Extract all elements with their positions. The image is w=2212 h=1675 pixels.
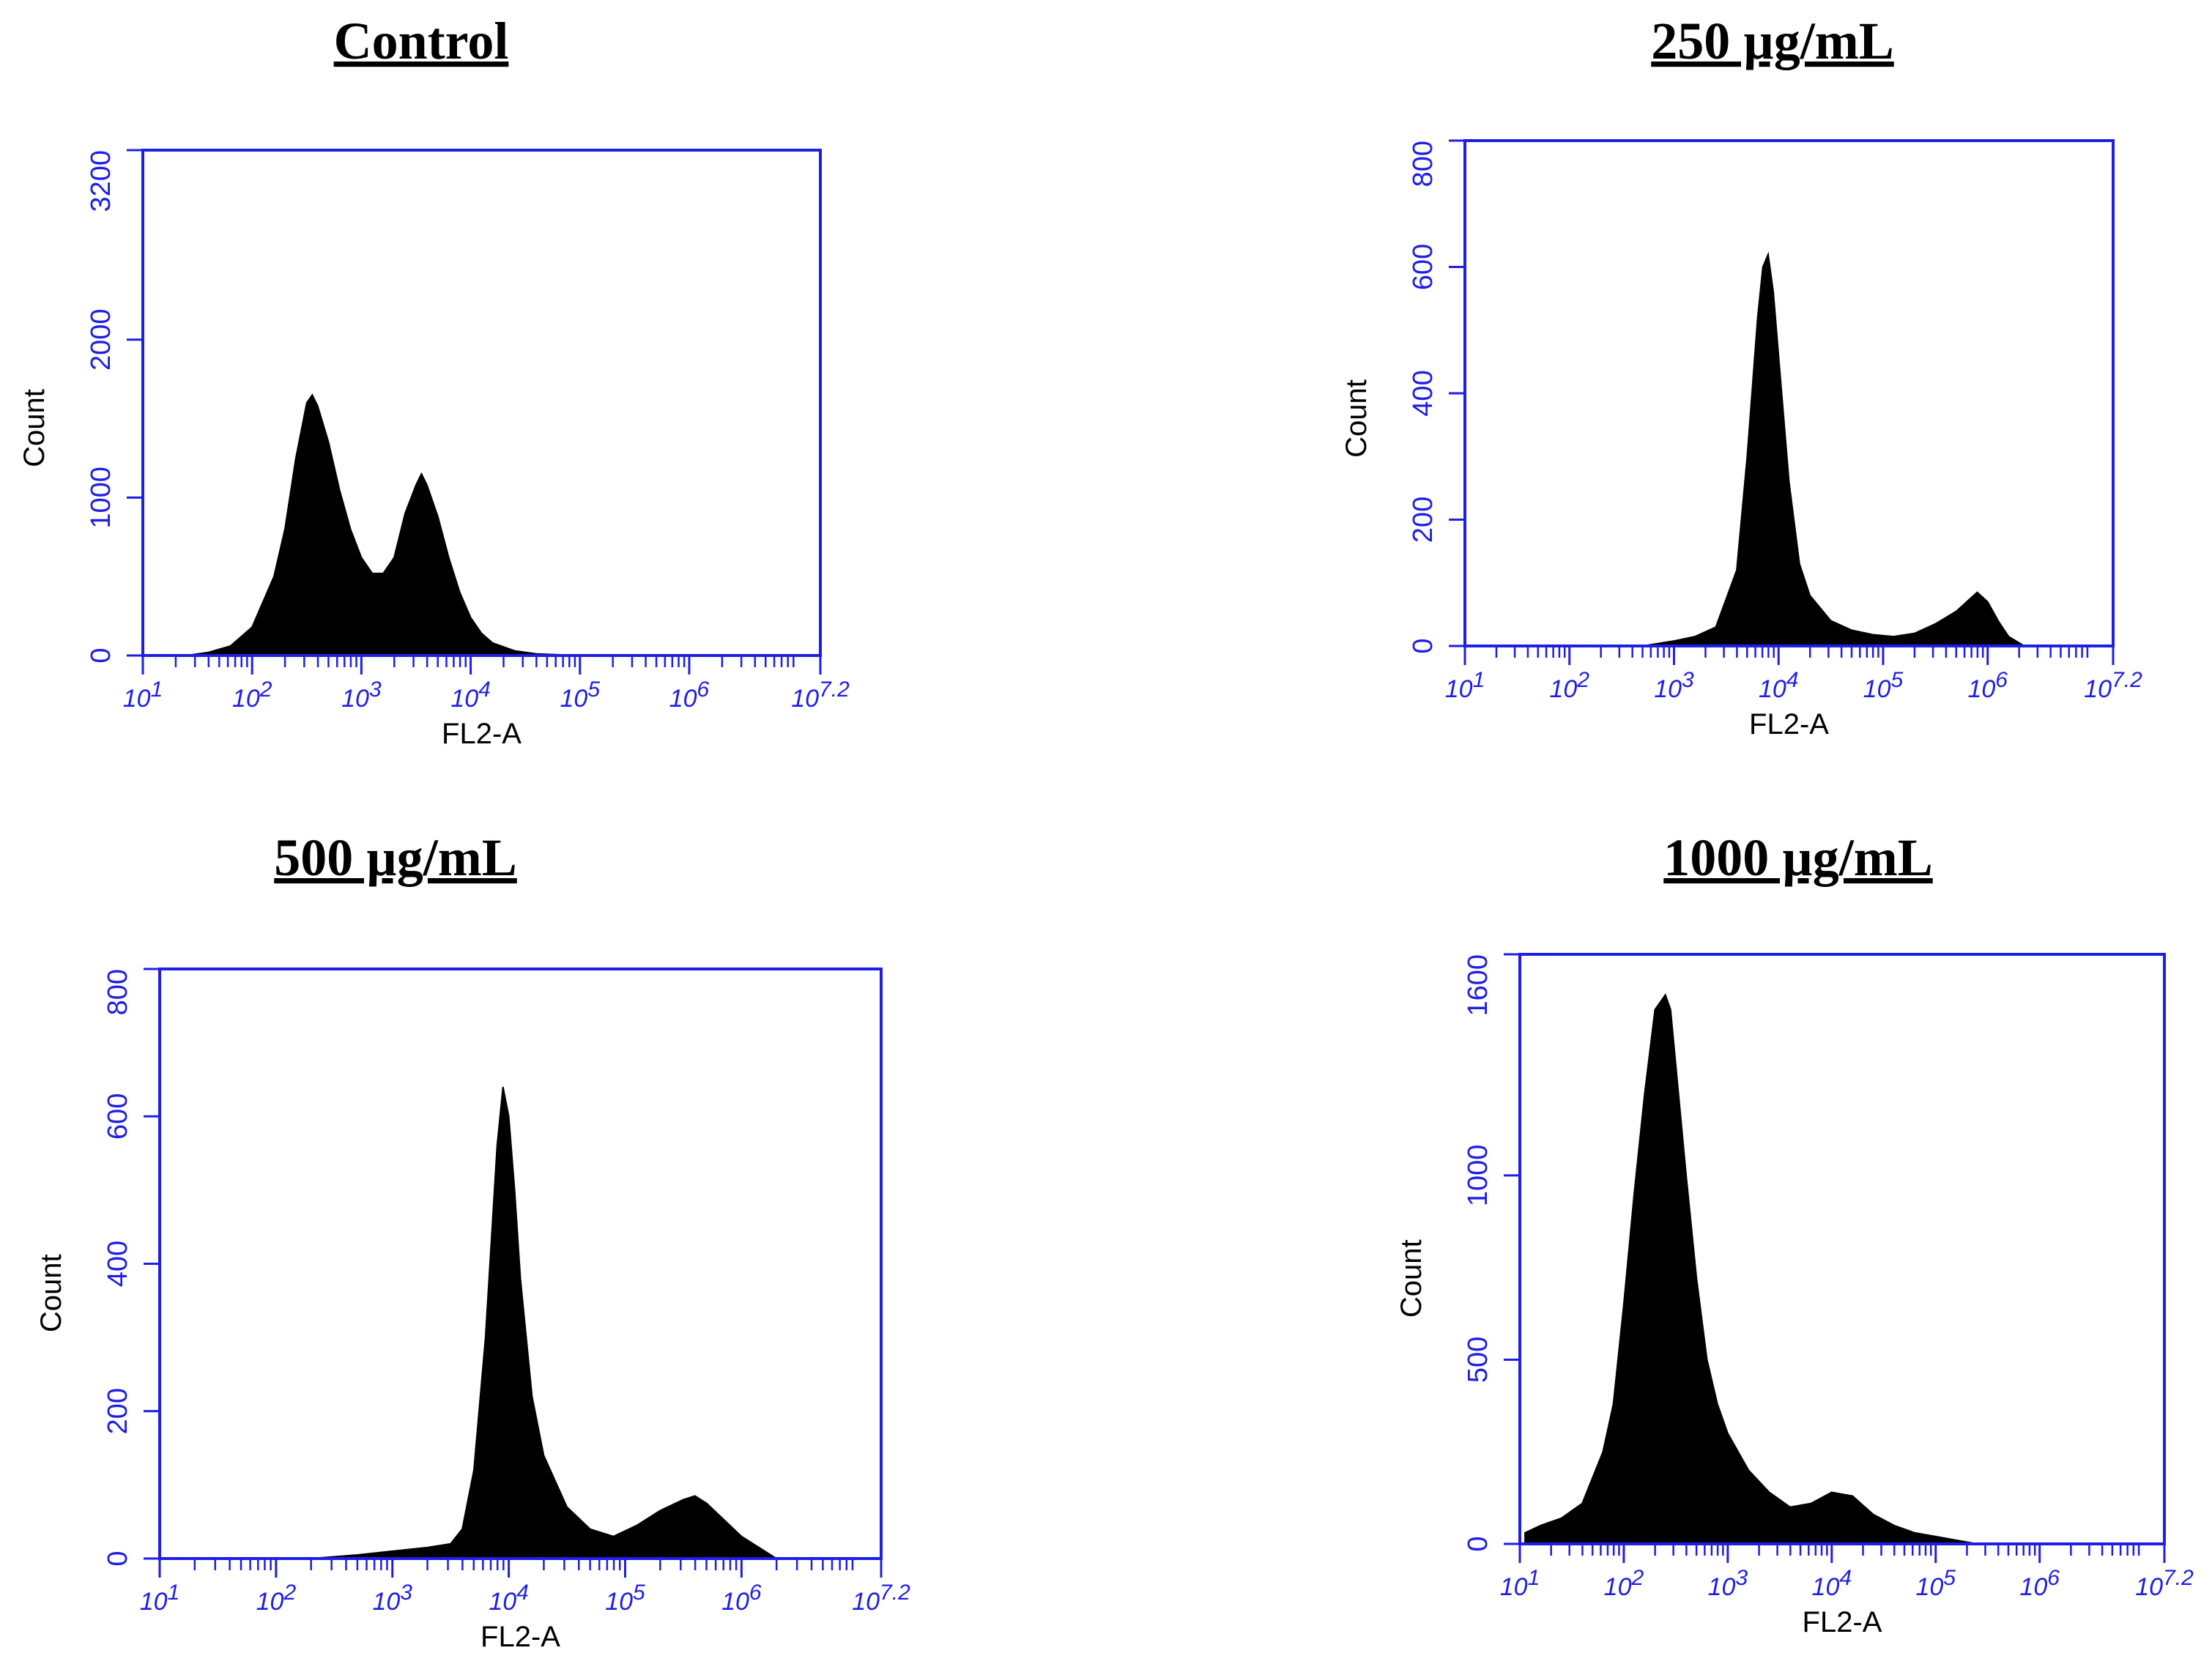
- x-tick-label: 104: [1812, 1566, 1852, 1601]
- plot-frame: [1518, 953, 2166, 1545]
- x-tick-label: 102: [1604, 1566, 1644, 1601]
- y-axis-label: Count: [35, 1254, 67, 1332]
- y-tick-label: 3200: [86, 150, 116, 212]
- x-tick-label: 101: [1500, 1566, 1540, 1601]
- panel-title: 1000 µg/mL: [1663, 828, 1933, 887]
- x-tick-label: 107.2: [2084, 668, 2142, 703]
- x-tick-label: 105: [560, 677, 601, 713]
- panel-title: 500 µg/mL: [274, 828, 517, 887]
- histogram-panel-3: 500 µg/mL 0 200 400 600 800 101 102 103 104 105 106…: [35, 828, 910, 1653]
- y-tick-label: 400: [1408, 370, 1439, 416]
- y-axis-label: Count: [18, 389, 51, 467]
- x-tick-label: 103: [341, 677, 382, 713]
- y-tick-label: 600: [1408, 244, 1439, 290]
- histogram-panel-1: Control 0 1000 2000 3200 101 102 103 104 105 106 10…: [18, 12, 850, 750]
- histogram-area: [1524, 993, 1978, 1545]
- y-tick-label: 200: [103, 1388, 133, 1434]
- histogram-panel-4: 1000 µg/mL 0 500 1000 1600 101 102 103 104 105 106…: [1395, 828, 2194, 1638]
- histogram-area: [311, 1086, 779, 1559]
- x-axis-label: FL2-A: [480, 1621, 560, 1653]
- y-tick-label: 200: [1408, 497, 1439, 543]
- plot-frame: [141, 149, 822, 657]
- x-tick-label: 102: [1549, 668, 1589, 703]
- x-axis-label: FL2-A: [1803, 1606, 1882, 1638]
- histogram-area: [186, 393, 602, 656]
- y-axis-label: Count: [1395, 1239, 1428, 1318]
- x-tick-label: 105: [1863, 668, 1904, 703]
- y-tick-label: 2000: [86, 308, 116, 371]
- x-tick-label: 103: [372, 1581, 412, 1616]
- histogram-panel-2: 250 µg/mL 0 200 400 600 800 101 102 103 104 105 106…: [1340, 12, 2142, 740]
- y-tick-label: 1000: [86, 467, 116, 529]
- x-tick-label: 106: [669, 677, 710, 713]
- x-tick-label: 101: [140, 1581, 180, 1616]
- x-axis-label: FL2-A: [442, 718, 522, 750]
- x-tick-label: 104: [489, 1581, 529, 1616]
- panel-title: 250 µg/mL: [1651, 12, 1894, 70]
- x-tick-label: 105: [1915, 1566, 1956, 1601]
- x-tick-label: 104: [1759, 668, 1799, 703]
- x-tick-label: 106: [1967, 668, 2008, 703]
- x-tick-label: 103: [1654, 668, 1694, 703]
- x-axis-label: FL2-A: [1749, 708, 1829, 740]
- x-tick-label: 106: [2019, 1566, 2060, 1601]
- x-tick-label: 106: [721, 1581, 762, 1616]
- y-tick-label: 0: [1408, 638, 1439, 653]
- y-tick-label: 0: [103, 1550, 133, 1566]
- y-tick-label: 1600: [1463, 954, 1493, 1017]
- x-tick-label: 102: [232, 677, 272, 713]
- y-tick-label: 1000: [1463, 1145, 1493, 1207]
- x-tick-label: 104: [450, 677, 491, 713]
- y-tick-label: 600: [103, 1093, 133, 1140]
- histogram-area: [1642, 251, 2027, 647]
- x-tick-label: 107.2: [852, 1581, 910, 1616]
- y-tick-label: 500: [1463, 1337, 1493, 1383]
- y-tick-label: 0: [1463, 1536, 1493, 1551]
- x-tick-label: 107.2: [2135, 1566, 2194, 1601]
- x-tick-label: 102: [256, 1581, 297, 1616]
- x-tick-label: 101: [1445, 668, 1485, 703]
- x-tick-label: 107.2: [791, 677, 850, 713]
- y-tick-label: 800: [1408, 141, 1439, 187]
- x-tick-label: 103: [1708, 1566, 1748, 1601]
- y-tick-label: 0: [86, 647, 116, 663]
- x-tick-label: 101: [123, 677, 163, 713]
- panel-title: Control: [334, 12, 509, 70]
- y-axis-label: Count: [1340, 379, 1373, 458]
- y-tick-label: 400: [103, 1241, 133, 1287]
- y-tick-label: 800: [103, 969, 133, 1015]
- x-tick-label: 105: [605, 1581, 645, 1616]
